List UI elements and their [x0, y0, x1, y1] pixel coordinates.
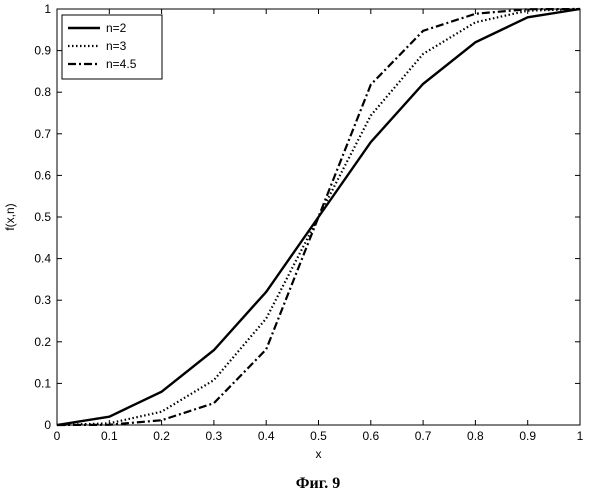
y-axis-label: f(x,n): [3, 203, 17, 230]
y-tick-label: 0.7: [34, 127, 51, 141]
y-tick-label: 0: [44, 418, 51, 432]
legend-label: n=2: [106, 21, 127, 35]
y-tick-label: 0.2: [34, 335, 51, 349]
y-tick-label: 0.3: [34, 293, 51, 307]
plot-area: 0 0.1 0.2 0.3 0.4 0.5 0.6 0.7 0.8 0.9 1 0 0.1 0.2 0.3 0…: [3, 2, 584, 461]
y-tick-label: 0.9: [34, 44, 51, 58]
x-tick-label: 0.6: [362, 429, 379, 443]
y-tick-label: 0.8: [34, 85, 51, 99]
x-tick-label: 0.8: [467, 429, 484, 443]
x-tick-label: 0.3: [206, 429, 223, 443]
x-axis-label: x: [316, 447, 322, 461]
figure-caption: Фиг. 9: [296, 475, 340, 492]
x-tick-label: 0: [54, 429, 61, 443]
y-tick-label: 0.4: [34, 252, 51, 266]
x-tick-label: 0.7: [415, 429, 432, 443]
x-tick-label: 0.9: [519, 429, 536, 443]
y-tick-label: 0.1: [34, 376, 51, 390]
legend-label: n=4.5: [106, 57, 137, 71]
y-tick-label: 0.6: [34, 168, 51, 182]
y-tick-label: 1: [44, 2, 51, 16]
y-tick-label: 0.5: [34, 210, 51, 224]
x-tick-label: 1: [577, 429, 584, 443]
legend-label: n=3: [106, 39, 127, 53]
x-tick-label: 0.5: [310, 429, 327, 443]
x-tick-label: 0.2: [153, 429, 170, 443]
x-tick-label: 0.4: [258, 429, 275, 443]
x-tick-label: 0.1: [101, 429, 118, 443]
